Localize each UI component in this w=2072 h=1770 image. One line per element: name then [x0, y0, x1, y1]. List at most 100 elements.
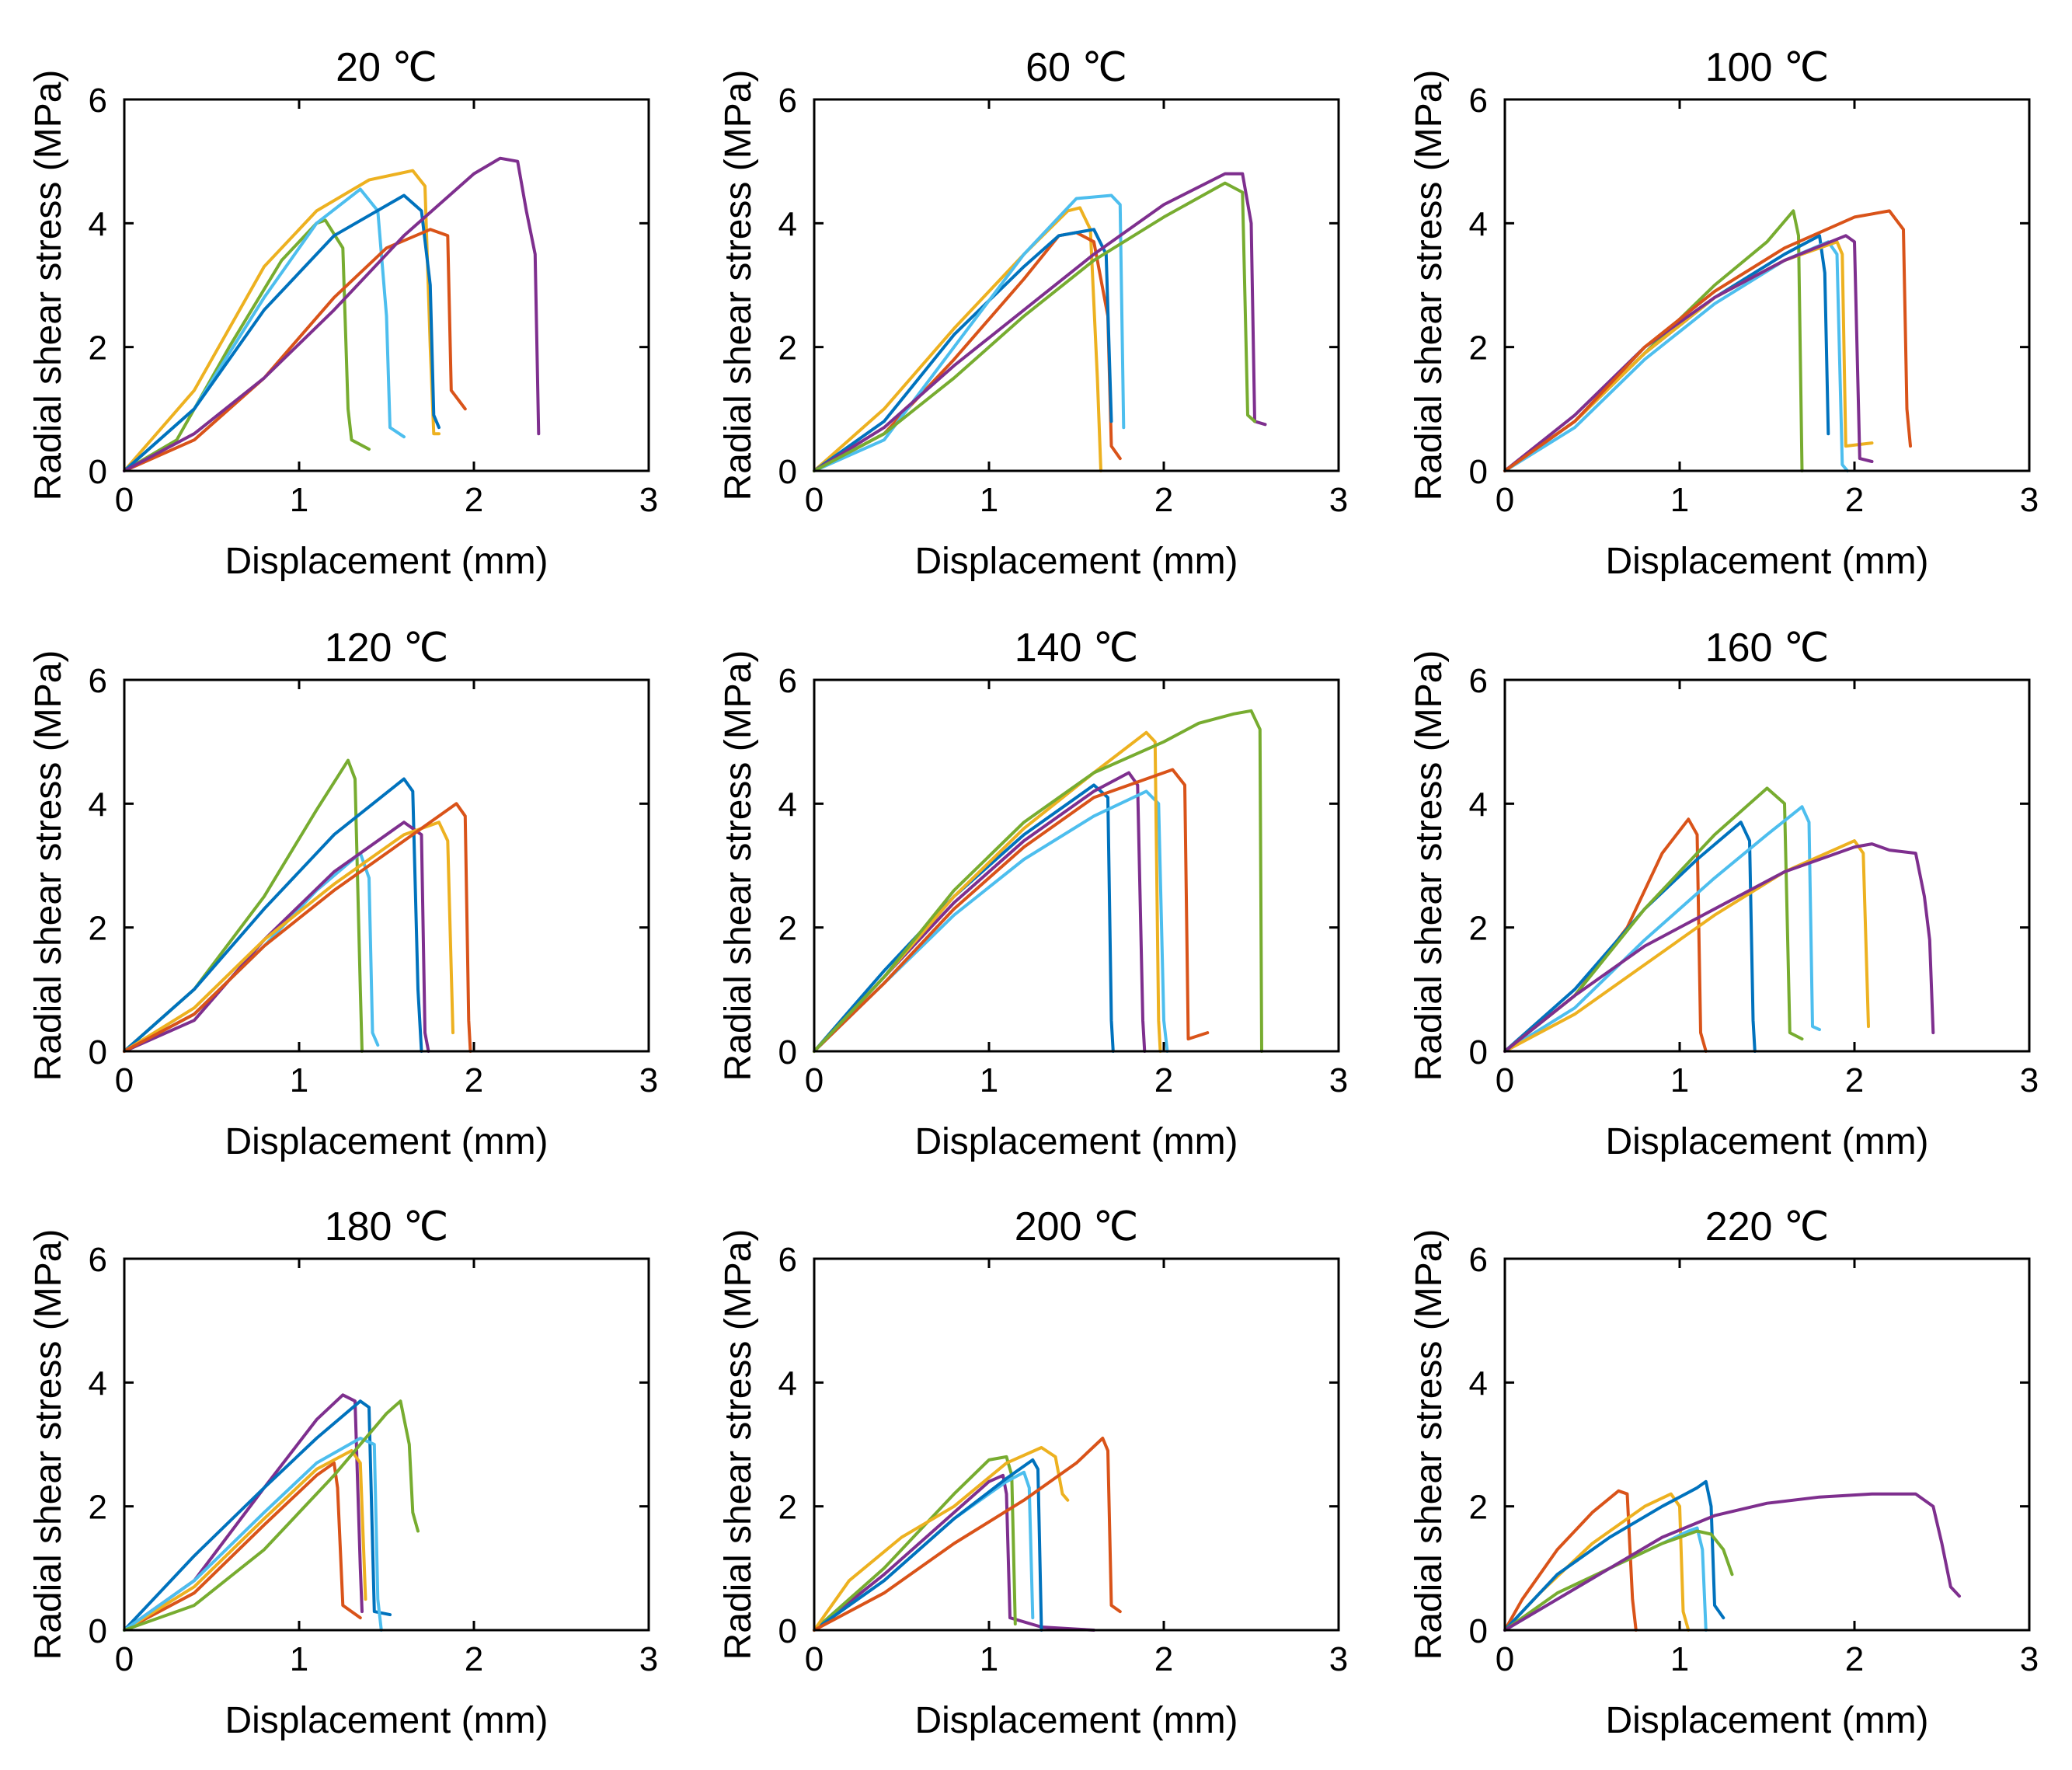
- y-tick-label: 2: [1469, 910, 1488, 948]
- y-axis-label: Radial shear stress (MPa): [718, 1229, 759, 1660]
- x-tick-label: 2: [465, 1061, 483, 1099]
- x-tick-label: 3: [639, 481, 658, 519]
- plot-frame: [1503, 678, 2031, 1053]
- y-tick-label: 2: [778, 1489, 797, 1527]
- y-tick-label: 0: [89, 1612, 107, 1650]
- y-tick-label: 6: [1469, 1241, 1488, 1279]
- series-line-blue: [1503, 821, 1757, 1053]
- subplot-title: 60 ℃: [1026, 45, 1127, 90]
- series-line-green: [813, 709, 1263, 1053]
- y-tick-label: 2: [778, 329, 797, 368]
- series-line-yellow: [123, 1449, 367, 1632]
- x-axis-label: Displacement (mm): [225, 1700, 548, 1741]
- plot-frame: [813, 678, 1340, 1053]
- series-line-blue: [813, 1458, 1043, 1632]
- x-tick-label: 0: [805, 1061, 824, 1099]
- plot-frame: [813, 1257, 1340, 1632]
- series-line-cyan: [1503, 805, 1821, 1053]
- subplot-title: 180 ℃: [325, 1204, 449, 1249]
- series-line-green: [123, 758, 364, 1053]
- series-line-orange: [1503, 209, 1912, 472]
- x-axis-label: Displacement (mm): [225, 1121, 548, 1162]
- series-line-blue: [123, 777, 423, 1053]
- subplot-6: 0 1 2 3 0 2 4 6 160 ℃ Displacement (mm) Radial she…: [1409, 625, 2039, 1162]
- y-tick-label: 0: [778, 1612, 797, 1650]
- y-tick-label: 0: [89, 1033, 107, 1071]
- x-tick-label: 1: [290, 1061, 308, 1099]
- y-tick-label: 4: [89, 205, 107, 243]
- y-tick-label: 4: [89, 1364, 107, 1402]
- x-tick-label: 1: [290, 1640, 308, 1678]
- y-tick-label: 0: [1469, 1612, 1488, 1650]
- y-tick-label: 4: [1469, 1364, 1488, 1402]
- x-tick-label: 3: [1329, 1640, 1348, 1678]
- x-tick-label: 1: [1670, 1061, 1689, 1099]
- y-tick-label: 0: [1469, 453, 1488, 491]
- plot-frame: [813, 98, 1340, 472]
- subplot-5: 0 1 2 3 0 2 4 6 140 ℃ Displacement (mm) Radial she…: [718, 625, 1348, 1162]
- x-tick-label: 2: [1154, 481, 1173, 519]
- y-tick-label: 4: [778, 205, 797, 243]
- series-line-purple: [123, 1393, 364, 1632]
- x-tick-label: 2: [465, 481, 483, 519]
- y-axis-label: Radial shear stress (MPa): [28, 650, 69, 1082]
- y-tick-label: 4: [1469, 786, 1488, 824]
- x-axis-label: Displacement (mm): [1605, 541, 1928, 582]
- series-line-orange: [813, 1437, 1122, 1632]
- y-axis-label: Radial shear stress (MPa): [1409, 1229, 1450, 1660]
- y-tick-label: 4: [1469, 205, 1488, 243]
- series-line-green: [123, 218, 371, 472]
- y-tick-label: 6: [89, 82, 107, 120]
- series-line-yellow: [813, 1446, 1070, 1632]
- series-line-yellow: [1503, 839, 1870, 1053]
- plot-frame: [1503, 1257, 2031, 1632]
- x-tick-label: 3: [2020, 1061, 2039, 1099]
- x-tick-label: 1: [980, 481, 998, 519]
- x-tick-label: 0: [1496, 1061, 1514, 1099]
- series-line-purple: [123, 156, 541, 472]
- series-line-green: [1503, 786, 1804, 1053]
- x-tick-label: 0: [1496, 481, 1514, 519]
- series-line-blue: [123, 193, 441, 472]
- y-tick-label: 2: [1469, 1489, 1488, 1527]
- x-tick-label: 3: [2020, 1640, 2039, 1678]
- y-tick-label: 4: [778, 786, 797, 824]
- y-axis-label: Radial shear stress (MPa): [1409, 650, 1450, 1082]
- series-line-purple: [1503, 842, 1935, 1053]
- subplot-4: 0 1 2 3 0 2 4 6 120 ℃ Displacement (mm) Radial she…: [28, 625, 658, 1162]
- x-tick-label: 3: [1329, 481, 1348, 519]
- series-line-blue: [1503, 1479, 1726, 1632]
- series-line-orange: [123, 228, 467, 472]
- x-tick-label: 1: [1670, 481, 1689, 519]
- x-tick-label: 3: [639, 1061, 658, 1099]
- x-tick-label: 1: [980, 1640, 998, 1678]
- x-axis-label: Displacement (mm): [914, 1121, 1238, 1162]
- x-tick-label: 2: [1845, 1061, 1864, 1099]
- y-tick-label: 6: [778, 1241, 797, 1279]
- series-line-green: [813, 1455, 1017, 1632]
- x-tick-label: 0: [115, 481, 134, 519]
- x-tick-label: 3: [1329, 1061, 1348, 1099]
- x-tick-label: 2: [1154, 1061, 1173, 1099]
- y-axis-label: Radial shear stress (MPa): [28, 1229, 69, 1660]
- subplot-3: 0 1 2 3 0 2 4 6 100 ℃ Displacement (mm) Radial she…: [1409, 45, 2039, 582]
- x-tick-label: 1: [290, 481, 308, 519]
- series-line-orange: [1503, 1489, 1638, 1632]
- y-tick-label: 0: [89, 453, 107, 491]
- series-line-purple: [1503, 1492, 1961, 1632]
- subplot-title: 140 ℃: [1015, 625, 1139, 671]
- subplot-9: 0 1 2 3 0 2 4 6 220 ℃ Displacement (mm) Radial she…: [1409, 1204, 2039, 1741]
- y-tick-label: 2: [89, 910, 107, 948]
- y-tick-label: 0: [778, 1033, 797, 1071]
- x-tick-label: 0: [805, 1640, 824, 1678]
- series-line-yellow: [813, 206, 1102, 472]
- series-line-cyan: [1503, 240, 1849, 472]
- subplot-7: 0 1 2 3 0 2 4 6 180 ℃ Displacement (mm) Radial she…: [28, 1204, 658, 1741]
- y-tick-label: 6: [778, 662, 797, 700]
- plot-frame: [123, 1257, 650, 1632]
- series-line-cyan: [123, 1437, 383, 1632]
- series-line-orange: [813, 768, 1210, 1053]
- x-tick-label: 3: [2020, 481, 2039, 519]
- x-axis-label: Displacement (mm): [914, 1700, 1238, 1741]
